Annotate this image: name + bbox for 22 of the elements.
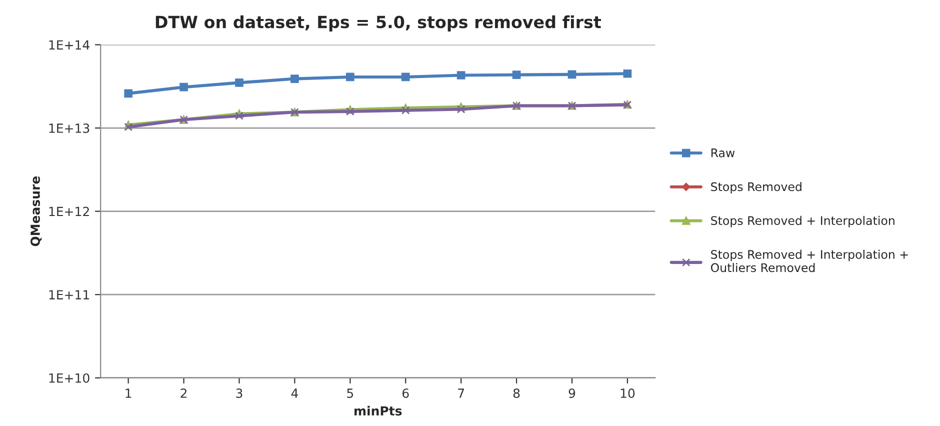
y-tick-label: 1E+13	[49, 123, 90, 133]
x-tick-label: 9	[568, 388, 576, 398]
x-tick-label: 7	[458, 388, 464, 398]
y-axis-title: QMeasure	[30, 176, 42, 246]
y-tick-label: 1E+10	[49, 373, 90, 383]
legend-label: Stops Removed + Interpolation	[711, 216, 894, 228]
x-tick-label: 6	[402, 388, 409, 398]
x-tick-label: 5	[347, 388, 354, 398]
legend-label: Stops Removed	[711, 182, 802, 194]
x-tick-label: 10	[620, 388, 635, 398]
x-tick-label: 1	[126, 388, 132, 398]
x-tick-label: 8	[513, 388, 520, 398]
x-tick-label: 2	[180, 388, 186, 398]
legend-label: Stops Removed + Interpolation + Outliers Removed	[710, 250, 908, 272]
y-tick-label: 1E+11	[49, 290, 90, 300]
y-tick-label: 1E+14	[49, 40, 90, 50]
x-tick-label: 3	[236, 388, 242, 398]
chart-title: DTW on dataset, Eps = 5.0, stops removed first	[156, 15, 601, 32]
legend-label: Raw	[711, 148, 735, 158]
x-tick-label: 4	[291, 388, 298, 398]
y-tick-label: 1E+12	[49, 206, 89, 216]
x-axis-title: minPts	[354, 406, 402, 416]
